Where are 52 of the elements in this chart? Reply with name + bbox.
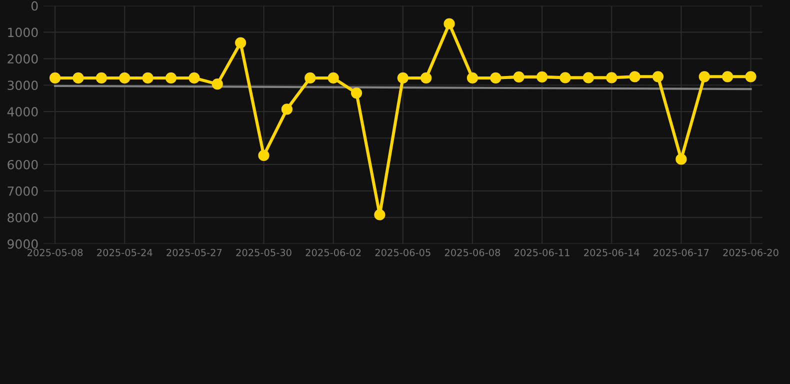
x-tick-label: 2025-06-08 [444,248,500,256]
x-tick-label: 2025-06-05 [375,248,430,256]
point [328,72,339,84]
point [142,72,154,84]
point [49,72,61,84]
point [374,209,386,220]
point [745,71,756,82]
point [444,18,455,30]
x-tick-label: 2025-06-20 [723,248,778,256]
point [420,72,432,84]
point [119,72,130,84]
point [188,72,200,84]
x-tick-label: 2025-05-30 [236,248,292,256]
y-tick-label: 5000 [8,134,38,143]
point [513,71,524,82]
y-tick-label: 8000 [8,212,38,222]
point [466,72,478,84]
y-tick-label: 3000 [8,80,38,90]
y-tick-label: 6000 [8,160,38,170]
x-tick-label: 2025-06-14 [584,248,640,256]
point [698,71,710,82]
point [165,72,177,84]
point [676,154,687,165]
point [304,72,316,84]
x-tick-label: 2025-05-27 [166,248,222,256]
point [652,71,664,82]
point [397,72,408,84]
y-tick-label: 4000 [7,107,38,116]
y-tick-label: 7000 [8,186,38,196]
x-tick-label: 2025-05-08 [28,248,83,256]
y-tick-label: 9000 [8,239,38,249]
point [235,37,246,48]
y-tick-label: 1000 [8,28,38,38]
point [629,71,640,82]
point [722,71,734,82]
point [281,104,293,115]
x-tick-label: 2025-06-17 [654,248,709,256]
point [606,72,618,84]
x-tick-label: 2025-05-24 [97,248,152,256]
point [96,72,107,84]
point [582,72,594,84]
point [560,72,571,84]
point [72,72,84,84]
x-tick-label: 2025-06-11 [514,248,570,256]
point [258,150,270,162]
point [490,72,502,84]
x-tick-label: 2025-06-02 [306,248,361,256]
point [350,88,362,99]
point [212,78,223,90]
point [536,71,548,82]
y-tick-label: 0 [31,1,38,11]
y-tick-label: 2000 [8,54,38,64]
